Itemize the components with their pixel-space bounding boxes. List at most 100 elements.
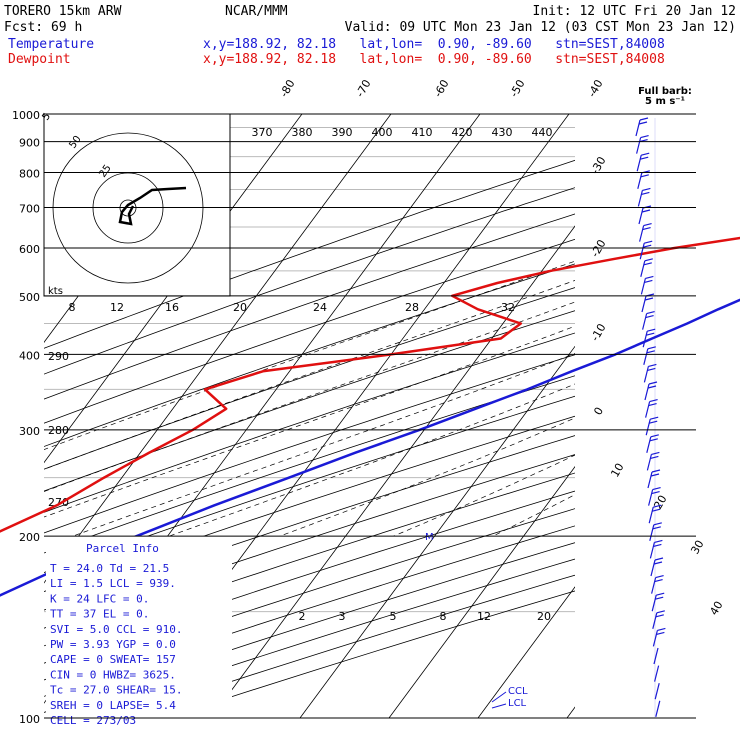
wind-barb-staff bbox=[645, 419, 651, 436]
init-time: Init: 12 UTC Fri 20 Jan 12 bbox=[533, 4, 737, 19]
parcel-info-line-9: SREH = 0 LAPSE= 5.4 bbox=[50, 699, 176, 712]
wind-barb-flag bbox=[650, 455, 659, 459]
wind-barb-flag bbox=[653, 522, 662, 526]
wind-barb-staff bbox=[639, 225, 645, 242]
wind-barb-1 bbox=[636, 135, 649, 154]
wind-barb-flag bbox=[644, 240, 653, 244]
wind-barb-flag bbox=[649, 438, 658, 442]
dewpoint-profile bbox=[0, 236, 740, 533]
hodograph-trace bbox=[118, 186, 187, 226]
wind-barb-7 bbox=[639, 240, 653, 260]
wind-barb-16 bbox=[645, 399, 658, 418]
isotherm-0 bbox=[477, 586, 575, 718]
wind-barb-flag bbox=[653, 504, 662, 508]
isotherm-label-0: -80 bbox=[277, 77, 297, 99]
wind-barb-flag bbox=[656, 592, 665, 596]
mixing-ratio-top-label-6: 32 bbox=[501, 301, 515, 314]
theta-left-label-0: 290 bbox=[48, 350, 69, 363]
wind-barb-flag bbox=[654, 557, 664, 561]
pressure-axis-labels: 100 200 300 400 500 600 700 800 900 1000 bbox=[12, 109, 40, 726]
wind-barb-33 bbox=[655, 700, 661, 717]
wind-barb-32 bbox=[654, 683, 660, 700]
lcl-label: LCL bbox=[508, 698, 527, 709]
wind-barb-11 bbox=[642, 311, 655, 330]
wind-barb-flag bbox=[644, 258, 653, 262]
parcel-info-line-8: Tc = 27.0 SHEAR= 15. bbox=[50, 684, 182, 697]
wind-barb-23 bbox=[649, 522, 662, 541]
parcel-info-line-4: SVI = 5.0 CCL = 910. bbox=[50, 623, 182, 636]
dewpoint-location: x,y=188.92, 82.18 lat,lon= 0.90, -89.60 … bbox=[203, 52, 665, 67]
mixing-ratio-label-2: 5 bbox=[390, 610, 397, 623]
wind-barb-flag bbox=[645, 275, 654, 279]
parcel-info-title: Parcel Info bbox=[86, 542, 159, 555]
wind-barb-15 bbox=[644, 381, 658, 401]
wind-barb-staff bbox=[652, 612, 658, 629]
wind-barb-staff bbox=[651, 577, 657, 594]
moist-adiabat-8 bbox=[44, 280, 575, 470]
wind-barb-staff bbox=[638, 207, 644, 225]
wind-barb-staff bbox=[646, 436, 652, 453]
wind-barb-flag bbox=[650, 434, 659, 438]
parcel-info-background bbox=[46, 536, 232, 728]
theta-label-4: 410 bbox=[412, 126, 433, 139]
wind-barb-flag bbox=[643, 223, 652, 227]
wind-barb-flag bbox=[651, 451, 660, 455]
wind-barb-flag bbox=[652, 508, 661, 512]
pressure-label-400: 400 bbox=[19, 349, 40, 362]
wind-barb-flag bbox=[644, 297, 654, 301]
pressure-label-1000: 1000 bbox=[12, 109, 40, 122]
org-label: NCAR/MMM bbox=[225, 4, 288, 19]
wind-barb-flag bbox=[647, 385, 657, 389]
pressure-label-800: 800 bbox=[19, 168, 40, 181]
wind-barb-staff bbox=[643, 348, 649, 365]
wind-barb-staff bbox=[655, 700, 661, 717]
wind-barb-staff bbox=[645, 401, 651, 418]
isotherm--60 bbox=[44, 114, 392, 584]
wind-barb-flag bbox=[654, 579, 663, 583]
wind-barbs bbox=[635, 117, 666, 718]
wind-barb-13 bbox=[643, 346, 656, 365]
wind-barb-flag bbox=[653, 561, 663, 565]
theta-label-1: 380 bbox=[292, 126, 313, 139]
full-barb-label: Full barb: bbox=[638, 86, 692, 97]
wind-barb-staff bbox=[640, 278, 646, 295]
wind-barb-staff bbox=[648, 489, 654, 506]
isotherm--20 bbox=[299, 345, 575, 718]
parcel-info-line-10: CELL = 273/03 bbox=[50, 714, 136, 727]
wind-barb-8 bbox=[640, 258, 653, 277]
isotherm-label-11: 30 bbox=[688, 538, 706, 557]
dry-adiabat-380 bbox=[44, 454, 575, 629]
mixing-ratio-labels: 2 3 5 8 12 20 8 12 16 20 24 28 32 bbox=[69, 301, 552, 623]
hodograph-frame bbox=[43, 113, 231, 297]
wind-barb-22 bbox=[648, 504, 662, 524]
wind-barb-flag bbox=[656, 610, 665, 614]
mixing-ratio-top-label-1: 12 bbox=[110, 301, 124, 314]
dry-adiabat-330 bbox=[44, 354, 575, 534]
wind-barb-21 bbox=[648, 487, 661, 506]
wind-barb-12 bbox=[642, 328, 656, 348]
wind-barb-staff bbox=[641, 295, 647, 313]
wind-barb-flag bbox=[641, 209, 651, 213]
wind-barb-staff bbox=[642, 331, 648, 348]
wind-barb-flag bbox=[647, 367, 656, 371]
wind-barb-31 bbox=[654, 665, 660, 682]
parcel-info-line-2: K = 24 LFC = 0. bbox=[50, 592, 149, 605]
wind-barb-staff bbox=[650, 559, 656, 577]
theta-label-3: 400 bbox=[372, 126, 393, 139]
wind-barb-9 bbox=[640, 275, 654, 295]
wind-barb-flag bbox=[652, 526, 661, 530]
wind-barb-2 bbox=[636, 152, 650, 172]
isotherm-label-1: -70 bbox=[353, 77, 373, 99]
wind-barb-flag bbox=[643, 262, 652, 266]
wind-barb-staff bbox=[649, 542, 655, 559]
wind-barb-staff bbox=[643, 366, 649, 383]
wind-barb-25 bbox=[650, 557, 664, 577]
mixing-ratio-label-1: 3 bbox=[339, 610, 346, 623]
parcel-info-line-1: LI = 1.5 LCL = 939. bbox=[50, 577, 176, 590]
isotherm-label-5: -30 bbox=[588, 154, 608, 176]
wind-barb-flag bbox=[646, 311, 655, 315]
wind-barb-flag bbox=[648, 403, 657, 407]
pressure-label-300: 300 bbox=[19, 425, 40, 438]
